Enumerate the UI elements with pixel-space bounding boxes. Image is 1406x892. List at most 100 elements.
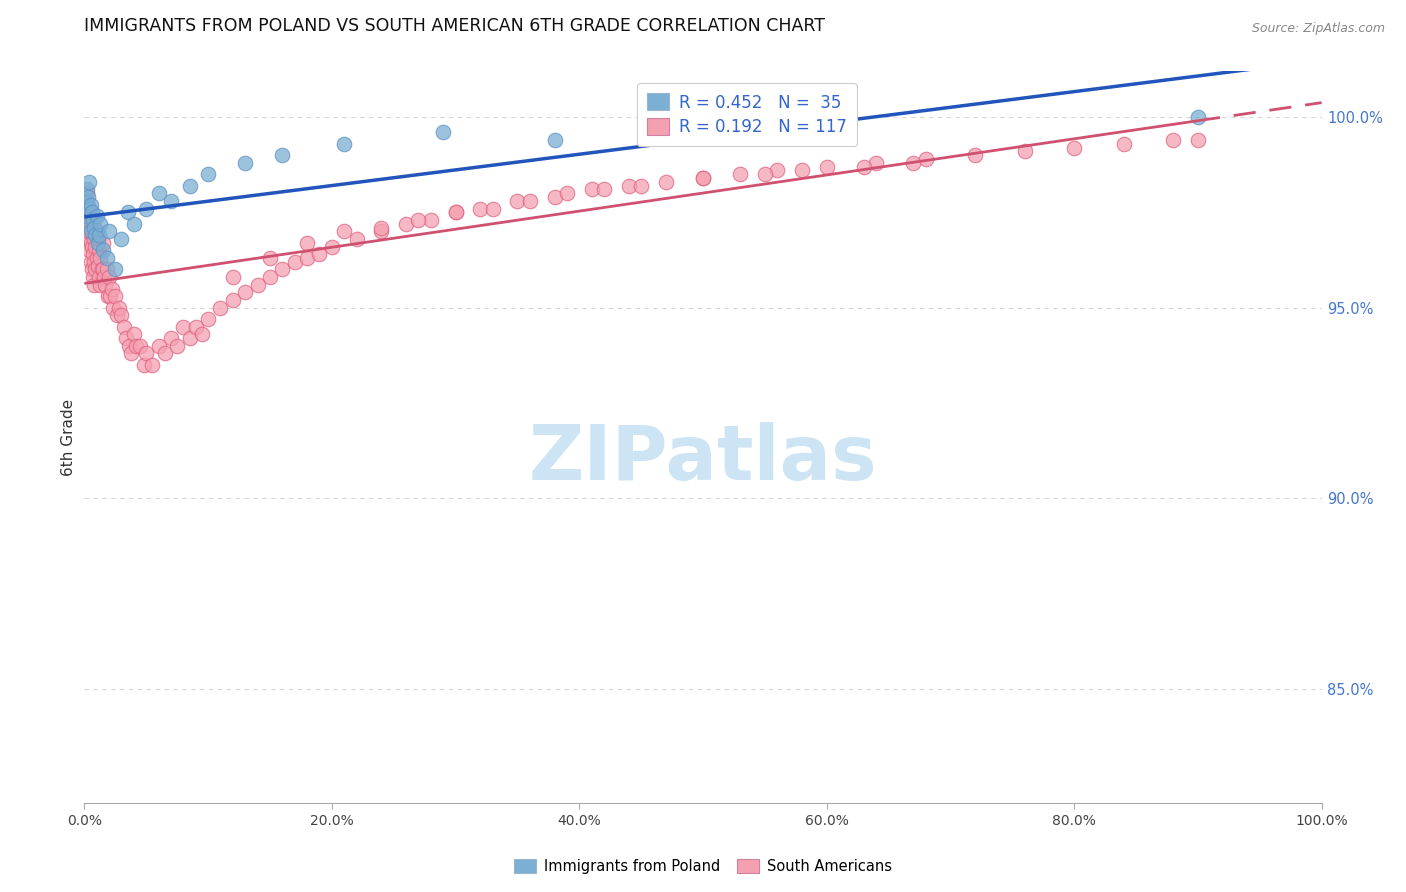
Point [101, 301, 124, 315]
Point [77, 197, 100, 211]
Point [135, 346, 157, 360]
Point [543, 190, 565, 204]
Point [346, 232, 368, 246]
Point [79, 202, 101, 216]
Point [129, 339, 152, 353]
Point [84, 262, 107, 277]
Point [82, 224, 104, 238]
Point [233, 156, 256, 170]
Point [728, 167, 751, 181]
Point [153, 346, 176, 360]
Text: IMMIGRANTS FROM POLAND VS SOUTH AMERICAN 6TH GRADE CORRELATION CHART: IMMIGRANTS FROM POLAND VS SOUTH AMERICAN… [84, 17, 825, 35]
Text: ZIPatlas: ZIPatlas [529, 422, 877, 496]
Point [1161, 133, 1184, 147]
Point [118, 339, 141, 353]
Point [79, 235, 101, 250]
Point [543, 133, 565, 147]
Point [815, 160, 838, 174]
Point [79, 255, 101, 269]
Point [80, 239, 103, 253]
Point [83, 255, 105, 269]
Legend: R = 0.452   N =  35, R = 0.192   N = 117: R = 0.452 N = 35, R = 0.192 N = 117 [637, 83, 856, 146]
Point [76, 205, 98, 219]
Point [76, 224, 98, 238]
Point [79, 213, 101, 227]
Point [87, 232, 110, 246]
Point [79, 224, 101, 238]
Point [965, 148, 987, 162]
Point [419, 213, 441, 227]
Point [617, 178, 640, 193]
Point [333, 136, 356, 151]
Point [104, 262, 127, 277]
Point [110, 232, 132, 246]
Point [83, 232, 105, 246]
Point [89, 228, 111, 243]
Point [82, 270, 104, 285]
Point [295, 251, 318, 265]
Point [184, 319, 207, 334]
Point [90, 262, 112, 277]
Point [77, 217, 100, 231]
Point [83, 220, 105, 235]
Point [77, 190, 100, 204]
Point [98, 224, 121, 238]
Point [865, 156, 887, 170]
Point [370, 224, 392, 238]
Point [125, 339, 148, 353]
Point [82, 213, 104, 227]
Point [903, 156, 925, 170]
Point [197, 312, 219, 326]
Point [108, 301, 131, 315]
Point [91, 235, 114, 250]
Point [89, 217, 111, 231]
Point [506, 194, 529, 208]
Point [295, 235, 318, 250]
Point [89, 277, 111, 292]
Point [117, 205, 139, 219]
Point [132, 358, 155, 372]
Point [80, 217, 103, 231]
Point [86, 224, 108, 238]
Point [104, 289, 127, 303]
Point [630, 178, 652, 193]
Point [1112, 136, 1135, 151]
Point [122, 217, 145, 231]
Point [75, 194, 97, 208]
Point [91, 262, 114, 277]
Point [655, 175, 678, 189]
Y-axis label: 6th Grade: 6th Grade [60, 399, 76, 475]
Point [593, 182, 616, 196]
Point [77, 217, 100, 231]
Point [519, 194, 541, 208]
Point [79, 224, 101, 238]
Point [222, 270, 245, 285]
Point [481, 202, 503, 216]
Point [444, 205, 467, 219]
Point [166, 339, 188, 353]
Point [148, 186, 170, 201]
Point [160, 194, 183, 208]
Point [77, 232, 100, 246]
Point [82, 247, 104, 261]
Point [89, 244, 111, 258]
Point [84, 228, 107, 243]
Point [76, 182, 98, 196]
Point [246, 277, 269, 292]
Point [333, 224, 356, 238]
Point [1014, 145, 1036, 159]
Point [470, 202, 492, 216]
Point [91, 244, 114, 258]
Point [135, 202, 157, 216]
Point [395, 217, 418, 231]
Point [259, 251, 281, 265]
Point [112, 319, 135, 334]
Point [308, 247, 330, 261]
Point [93, 270, 115, 285]
Point [754, 167, 776, 181]
Point [1187, 110, 1209, 124]
Point [172, 319, 194, 334]
Point [914, 152, 936, 166]
Point [408, 213, 430, 227]
Point [852, 160, 875, 174]
